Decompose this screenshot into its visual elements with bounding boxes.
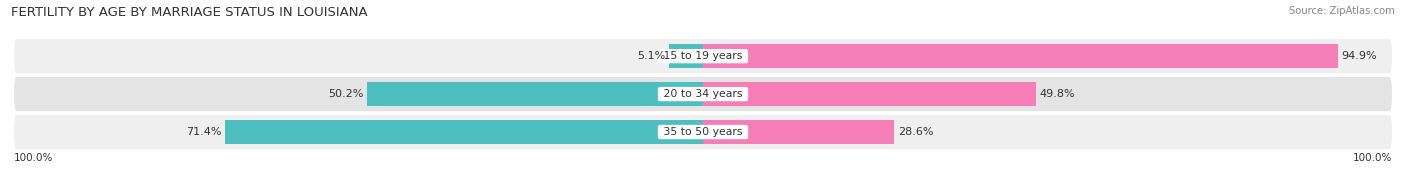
Text: 35 to 50 years: 35 to 50 years bbox=[659, 127, 747, 137]
Text: 50.2%: 50.2% bbox=[329, 89, 364, 99]
Bar bbox=[703, 82, 1036, 106]
FancyBboxPatch shape bbox=[14, 77, 1392, 111]
Text: 20 to 34 years: 20 to 34 years bbox=[659, 89, 747, 99]
Bar bbox=[669, 44, 703, 68]
Bar bbox=[225, 120, 703, 144]
Text: Source: ZipAtlas.com: Source: ZipAtlas.com bbox=[1289, 6, 1395, 16]
Text: 94.9%: 94.9% bbox=[1341, 51, 1376, 61]
Bar bbox=[703, 44, 1337, 68]
Text: 71.4%: 71.4% bbox=[187, 127, 222, 137]
FancyBboxPatch shape bbox=[14, 115, 1392, 149]
Text: 15 to 19 years: 15 to 19 years bbox=[659, 51, 747, 61]
Text: 5.1%: 5.1% bbox=[637, 51, 665, 61]
Text: 49.8%: 49.8% bbox=[1039, 89, 1076, 99]
Bar bbox=[703, 120, 894, 144]
Text: 100.0%: 100.0% bbox=[14, 153, 53, 163]
Text: FERTILITY BY AGE BY MARRIAGE STATUS IN LOUISIANA: FERTILITY BY AGE BY MARRIAGE STATUS IN L… bbox=[11, 6, 368, 19]
Bar bbox=[367, 82, 703, 106]
Text: 100.0%: 100.0% bbox=[1353, 153, 1392, 163]
FancyBboxPatch shape bbox=[14, 39, 1392, 73]
Text: 28.6%: 28.6% bbox=[897, 127, 934, 137]
